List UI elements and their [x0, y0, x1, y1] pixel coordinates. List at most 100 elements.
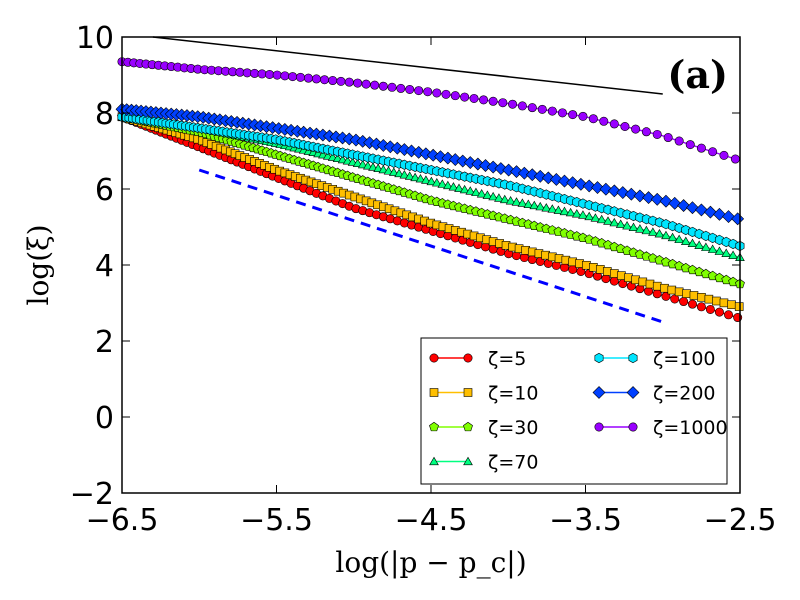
data-point	[668, 220, 678, 232]
y-tick-label: 6	[95, 173, 114, 208]
legend-marker-end	[626, 386, 640, 399]
data-point	[414, 86, 424, 96]
data-point	[357, 159, 368, 169]
data-point	[607, 184, 621, 198]
data-point	[426, 176, 437, 186]
data-point	[728, 250, 738, 259]
data-point	[721, 236, 731, 248]
data-point	[652, 281, 662, 291]
data-point	[362, 161, 373, 170]
data-point	[661, 219, 671, 230]
data-point	[661, 230, 671, 240]
data-point	[476, 189, 487, 198]
data-point	[642, 191, 655, 205]
data-point	[650, 192, 664, 206]
ticks: −6.5 −5.5 −4.5 −3.5 −2.5 −2 0 2 4 6 8 10	[70, 21, 777, 538]
data-point	[722, 210, 735, 224]
data-point	[674, 222, 684, 234]
data-point	[591, 181, 604, 194]
data-point	[535, 201, 546, 211]
data-point	[565, 207, 576, 217]
data-point	[660, 283, 669, 293]
data-point	[680, 236, 691, 245]
y-tick-label: 2	[95, 325, 114, 360]
data-point	[558, 174, 571, 188]
data-point	[250, 68, 260, 78]
data-point	[431, 178, 442, 187]
data-point	[423, 87, 433, 97]
data-point	[450, 91, 460, 101]
data-point	[347, 157, 358, 166]
data-point	[654, 228, 665, 238]
data-point	[719, 150, 729, 160]
data-point	[295, 72, 305, 82]
data-point	[549, 173, 563, 186]
data-point	[674, 234, 685, 244]
x-axis-label: log(|p − p_c|)	[335, 546, 526, 579]
data-point	[721, 274, 732, 285]
data-point	[508, 99, 518, 109]
data-point	[689, 291, 699, 300]
data-point	[620, 121, 630, 131]
legend: ζ=5 ζ=10 ζ=30 ζ=70 ζ=100 ζ=200 ζ=1000	[420, 337, 728, 485]
data-point	[734, 302, 744, 311]
data-point	[728, 276, 739, 287]
data-point	[635, 224, 645, 233]
legend-marker-end	[463, 421, 473, 432]
legend-marker-end	[463, 353, 473, 363]
data-point	[701, 242, 711, 251]
data-point	[688, 226, 697, 238]
data-point	[667, 285, 677, 295]
data-point	[713, 207, 726, 221]
legend-marker-start	[594, 422, 604, 432]
data-point	[721, 248, 732, 257]
legend-entry: ζ=1000	[594, 417, 728, 439]
data-point	[681, 224, 691, 236]
data-point	[694, 203, 708, 217]
data-point	[547, 106, 557, 116]
legend-label: ζ=200	[653, 383, 716, 405]
y-tick-label: 8	[95, 97, 114, 132]
x-tick-label: −6.5	[86, 503, 159, 538]
y-tick-label: 10	[76, 21, 114, 56]
data-point	[727, 300, 736, 310]
x-tick-label: −5.5	[240, 503, 313, 538]
data-point	[469, 93, 479, 103]
legend-marker-end	[628, 422, 638, 432]
data-point	[336, 76, 346, 86]
data-point	[373, 163, 383, 172]
data-point	[541, 203, 552, 212]
data-point	[482, 190, 493, 199]
data-point	[488, 191, 498, 201]
series-7	[117, 57, 741, 164]
data-point	[571, 209, 582, 218]
data-point	[394, 168, 404, 178]
data-point	[460, 92, 470, 102]
data-point	[471, 187, 481, 197]
data-point	[652, 129, 662, 139]
data-point	[633, 189, 647, 203]
data-point	[707, 244, 718, 253]
data-point	[728, 238, 738, 250]
data-point	[559, 206, 570, 216]
data-point	[288, 72, 298, 82]
data-point	[641, 225, 652, 235]
data-point	[714, 307, 724, 317]
data-point	[696, 143, 706, 153]
data-point	[696, 302, 706, 312]
data-point	[441, 89, 451, 99]
data-point	[668, 196, 682, 210]
data-point	[328, 76, 338, 86]
data-point	[344, 77, 354, 87]
data-point	[648, 227, 658, 236]
data-point	[677, 199, 691, 212]
data-point	[714, 234, 724, 246]
data-point	[670, 294, 680, 304]
data-point	[609, 217, 620, 227]
legend-marker-start	[429, 353, 439, 363]
data-point	[730, 154, 740, 164]
y-tick-label: −2	[70, 477, 114, 512]
data-point	[387, 82, 397, 92]
data-point	[694, 240, 705, 249]
y-axis-label: log(ξ)	[22, 224, 55, 305]
